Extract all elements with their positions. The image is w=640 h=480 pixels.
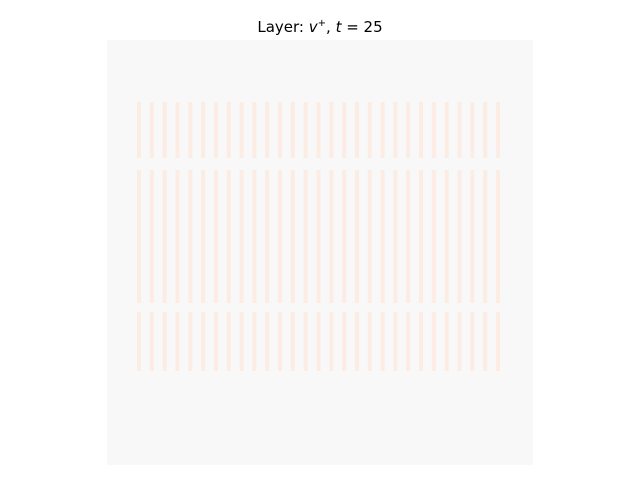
heatmap-stripe-band3-col6	[201, 312, 206, 371]
heatmap-stripe-band1-col19	[367, 102, 372, 158]
heatmap-stripe-band3-col15	[316, 312, 321, 371]
heatmap-stripe-band3-col4	[175, 312, 180, 371]
heatmap-stripe-band3-col27	[470, 312, 475, 371]
heatmap-stripe-band3-col10	[252, 312, 257, 371]
heatmap-stripe-band1-col18	[354, 102, 359, 158]
heatmap-stripe-band2-col8	[226, 170, 231, 303]
heatmap-stripe-band1-col5	[188, 102, 193, 158]
heatmap-stripe-band3-col21	[393, 312, 398, 371]
heatmap-stripe-band3-col17	[342, 312, 347, 371]
heatmap-stripe-band3-col13	[290, 312, 295, 371]
heatmap-stripe-band3-col28	[483, 312, 488, 371]
heatmap-stripe-band3-col5	[188, 312, 193, 371]
heatmap-stripe-band3-col11	[265, 312, 270, 371]
heatmap-stripe-band1-col24	[431, 102, 436, 158]
heatmap-stripe-band3-col7	[213, 312, 218, 371]
heatmap-stripe-band2-col15	[316, 170, 321, 303]
title-eq: = 25	[341, 18, 383, 36]
heatmap-stripe-band1-col8	[226, 102, 231, 158]
heatmap-stripe-band1-col7	[213, 102, 218, 158]
heatmap-stripe-band3-col22	[406, 312, 411, 371]
heatmap-stripe-band1-col15	[316, 102, 321, 158]
heatmap-stripe-band2-col10	[252, 170, 257, 303]
heatmap-stripe-band1-col3	[162, 102, 167, 158]
heatmap-stripe-band2-col3	[162, 170, 167, 303]
heatmap-stripe-band2-col16	[329, 170, 334, 303]
heatmap-stripe-band2-col23	[419, 170, 424, 303]
heatmap-stripe-band1-col22	[406, 102, 411, 158]
heatmap-stripe-band3-col18	[354, 312, 359, 371]
heatmap-stripe-band3-col26	[457, 312, 462, 371]
heatmap-stripe-band1-col12	[278, 102, 283, 158]
heatmap-stripe-band3-col1	[137, 312, 141, 371]
heatmap-stripe-band1-col20	[380, 102, 385, 158]
heatmap-stripe-band3-col20	[380, 312, 385, 371]
heatmap-stripe-band1-col9	[239, 102, 244, 158]
heatmap-stripe-band2-col25	[444, 170, 449, 303]
heatmap-stripe-band2-col2	[149, 170, 154, 303]
heatmap-stripe-band2-col7	[213, 170, 218, 303]
heatmap-stripe-band1-col4	[175, 102, 180, 158]
heatmap-stripe-band1-col6	[201, 102, 206, 158]
title-prefix: Layer:	[257, 18, 309, 36]
chart-title: Layer: v+, t = 25	[0, 14, 640, 37]
heatmap-stripe-band2-col17	[342, 170, 347, 303]
heatmap-stripe-band2-col14	[303, 170, 308, 303]
heatmap-stripe-band2-col13	[290, 170, 295, 303]
title-tvar: t	[335, 18, 342, 36]
heatmap-stripe-band3-col16	[329, 312, 334, 371]
heatmap-stripe-band1-col23	[419, 102, 424, 158]
heatmap-stripe-band2-col6	[201, 170, 206, 303]
heatmap-stripe-band2-col9	[239, 170, 244, 303]
heatmap-stripe-band3-col23	[419, 312, 424, 371]
title-sup: +	[317, 18, 327, 29]
heatmap-stripe-band1-col16	[329, 102, 334, 158]
heatmap-stripe-band2-col18	[354, 170, 359, 303]
heatmap-stripe-band3-col8	[226, 312, 231, 371]
heatmap-stripe-band2-col27	[470, 170, 475, 303]
heatmap-stripe-band2-col28	[483, 170, 488, 303]
heatmap-stripe-band3-col29	[495, 312, 500, 371]
heatmap-stripe-band1-col17	[342, 102, 347, 158]
heatmap-stripe-band1-col14	[303, 102, 308, 158]
heatmap-stripe-band1-col28	[483, 102, 488, 158]
heatmap-stripe-band1-col13	[290, 102, 295, 158]
heatmap-stripe-band1-col21	[393, 102, 398, 158]
heatmap-stripe-band3-col12	[278, 312, 283, 371]
heatmap-stripe-band2-col20	[380, 170, 385, 303]
heatmap-stripe-band1-col27	[470, 102, 475, 158]
heatmap-stripe-band2-col29	[495, 170, 500, 303]
heatmap-stripe-band3-col9	[239, 312, 244, 371]
heatmap-stripe-band3-col24	[431, 312, 436, 371]
heatmap-stripe-band2-col1	[137, 170, 141, 303]
heatmap-stripe-band1-col29	[495, 102, 500, 158]
title-sep: ,	[326, 18, 336, 36]
heatmap-stripe-band2-col12	[278, 170, 283, 303]
heatmap-stripe-band2-col19	[367, 170, 372, 303]
heatmap-stripe-band3-col14	[303, 312, 308, 371]
heatmap-stripe-band1-col25	[444, 102, 449, 158]
heatmap-stripe-band1-col1	[137, 102, 141, 158]
heatmap-stripe-band2-col11	[265, 170, 270, 303]
heatmap-stripe-band3-col25	[444, 312, 449, 371]
heatmap-stripe-band2-col26	[457, 170, 462, 303]
heatmap-stripe-band3-col19	[367, 312, 372, 371]
heatmap-stripe-band2-col4	[175, 170, 180, 303]
heatmap-stripe-band1-col11	[265, 102, 270, 158]
heatmap-stripe-band2-col21	[393, 170, 398, 303]
heatmap-stripe-band2-col22	[406, 170, 411, 303]
heatmap-stripes	[137, 102, 500, 371]
heatmap-stripe-band2-col5	[188, 170, 193, 303]
heatmap-stripe-band1-col26	[457, 102, 462, 158]
heatmap-stripe-band3-col3	[162, 312, 167, 371]
heatmap-stripe-band3-col2	[149, 312, 154, 371]
heatmap-stripe-band1-col2	[149, 102, 154, 158]
heatmap-stripe-band1-col10	[252, 102, 257, 158]
heatmap-stripe-band2-col24	[431, 170, 436, 303]
title-var: v	[308, 18, 318, 36]
